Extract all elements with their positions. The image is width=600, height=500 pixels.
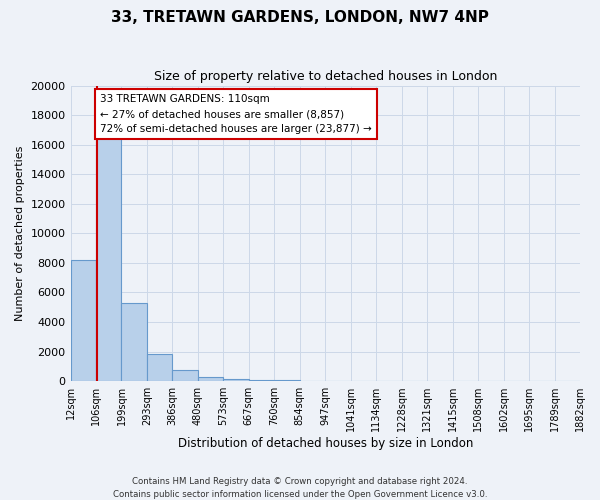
Bar bbox=[96, 136, 121, 381]
Bar bbox=[223, 379, 249, 381]
Text: 33, TRETAWN GARDENS, LONDON, NW7 4NP: 33, TRETAWN GARDENS, LONDON, NW7 4NP bbox=[111, 10, 489, 25]
Y-axis label: Number of detached properties: Number of detached properties bbox=[15, 146, 25, 321]
X-axis label: Distribution of detached houses by size in London: Distribution of detached houses by size … bbox=[178, 437, 473, 450]
Bar bbox=[198, 378, 223, 381]
Title: Size of property relative to detached houses in London: Size of property relative to detached ho… bbox=[154, 70, 497, 83]
Bar bbox=[121, 303, 147, 381]
Bar bbox=[172, 370, 198, 381]
Bar bbox=[147, 354, 172, 381]
Bar bbox=[249, 380, 274, 381]
Bar bbox=[71, 260, 96, 381]
Text: Contains HM Land Registry data © Crown copyright and database right 2024.
Contai: Contains HM Land Registry data © Crown c… bbox=[113, 478, 487, 499]
Text: 33 TRETAWN GARDENS: 110sqm
← 27% of detached houses are smaller (8,857)
72% of s: 33 TRETAWN GARDENS: 110sqm ← 27% of deta… bbox=[100, 94, 371, 134]
Bar bbox=[274, 380, 300, 381]
